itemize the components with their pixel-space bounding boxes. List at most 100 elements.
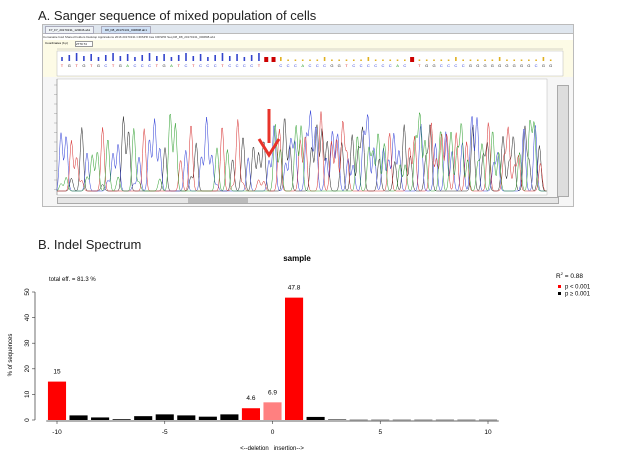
- x-tick-label: -10: [52, 429, 62, 436]
- bar--9: [69, 415, 88, 420]
- ambiguous-base: [264, 57, 269, 62]
- quality-bar: [148, 53, 151, 61]
- base-C: C: [374, 63, 377, 68]
- base-T: T: [258, 63, 261, 68]
- quality-bar: [199, 54, 202, 61]
- quality-bar: [345, 59, 348, 61]
- y-tick-label: 10: [24, 390, 31, 398]
- coordinates-input[interactable]: 2770.74: [75, 41, 93, 47]
- r2-value: = 0.88: [563, 273, 583, 280]
- base-G: G: [338, 63, 341, 68]
- scroll-thumb[interactable]: [188, 198, 248, 203]
- quality-bar: [331, 59, 333, 61]
- quality-bar: [382, 59, 384, 61]
- base-G: G: [527, 63, 530, 68]
- quality-bar: [323, 57, 326, 61]
- base-C: C: [199, 63, 202, 68]
- data-label-1: 47.8: [288, 285, 301, 292]
- quality-bar: [192, 56, 195, 61]
- base-C: C: [133, 63, 136, 68]
- base-C: C: [243, 63, 246, 68]
- base-G: G: [476, 63, 479, 68]
- base-G: G: [82, 63, 85, 68]
- base-C: C: [454, 63, 457, 68]
- quality-bar: [170, 57, 173, 61]
- quality-bar: [156, 56, 158, 61]
- quality-bar: [440, 59, 443, 61]
- data-label--1: 4.6: [246, 395, 255, 402]
- quality-bar: [367, 57, 370, 61]
- base-C: C: [447, 63, 450, 68]
- legend-swatch-nonsignificant: [558, 292, 561, 295]
- y-axis-label: % of sequences: [8, 334, 14, 377]
- quality-bar: [221, 53, 224, 61]
- x-tick-label: 5: [378, 429, 382, 436]
- base-G: G: [469, 63, 472, 68]
- base-C: C: [287, 63, 290, 68]
- bar-0: [263, 402, 282, 420]
- bar--6: [134, 416, 153, 420]
- base-G: G: [425, 63, 428, 68]
- chart-title: sample: [283, 255, 311, 263]
- quality-bar: [126, 54, 129, 61]
- base-G: G: [513, 63, 516, 68]
- quality-bar: [455, 57, 457, 61]
- coordinates-row: Coordinates (b.p) 2770.74: [43, 40, 573, 47]
- quality-bar: [141, 55, 144, 61]
- panel-a-title: A. Sanger sequence of mixed population o…: [38, 8, 317, 23]
- quality-bar: [104, 55, 107, 61]
- base-C: C: [185, 63, 188, 68]
- base-C: C: [403, 63, 406, 68]
- chromatogram: [54, 78, 548, 196]
- quality-bar: [207, 57, 209, 61]
- base-T: T: [75, 63, 78, 68]
- base-T: T: [156, 63, 159, 68]
- legend-label-nonsignificant: p ≥ 0.001: [565, 292, 591, 298]
- base-G: G: [163, 63, 166, 68]
- base-T: T: [61, 63, 64, 68]
- tab-bar: F7_F7_20170131_120046.ab1 D8_D8_20170131…: [43, 25, 573, 34]
- quality-bar: [68, 55, 71, 61]
- quality-bar: [491, 59, 494, 61]
- base-G: G: [520, 63, 523, 68]
- base-C: C: [440, 63, 443, 68]
- vertical-scrollbar[interactable]: [557, 85, 569, 197]
- y-tick-label: 50: [24, 288, 31, 296]
- quality-bar: [513, 59, 516, 61]
- base-G: G: [330, 63, 333, 68]
- quality-bar: [433, 59, 435, 61]
- base-C: C: [389, 63, 392, 68]
- r2-sup: 2: [561, 271, 564, 276]
- quality-bar: [520, 59, 523, 61]
- quality-bar: [462, 59, 464, 61]
- quality-bar: [360, 59, 362, 61]
- quality-bar: [83, 56, 85, 61]
- coordinates-label: Coordinates (b.p): [45, 41, 69, 45]
- base-G: G: [97, 63, 100, 68]
- y-tick-label: 20: [24, 365, 31, 373]
- x-tick-label: -5: [162, 429, 168, 436]
- base-T: T: [418, 63, 421, 68]
- y-tick-label: 0: [24, 418, 31, 422]
- horizontal-scrollbar[interactable]: [57, 197, 559, 204]
- ambiguous-base: [410, 57, 415, 62]
- base-C: C: [367, 63, 370, 68]
- quality-bar: [90, 54, 92, 61]
- y-tick-label: 40: [24, 314, 31, 322]
- sequence-trace-viewer: F7_F7_20170131_120046.ab1 D8_D8_20170131…: [42, 24, 574, 207]
- quality-bar: [404, 59, 406, 61]
- base-C: C: [141, 63, 144, 68]
- base-C: C: [236, 63, 239, 68]
- base-G: G: [549, 63, 552, 68]
- quality-bar: [112, 53, 114, 61]
- base-T: T: [177, 63, 180, 68]
- quality-bar: [177, 55, 180, 61]
- quality-bar: [61, 57, 63, 61]
- tab-file-1[interactable]: F7_F7_20170131_120046.ab1: [45, 26, 95, 34]
- base-G: G: [68, 63, 71, 68]
- total-efficiency: total eff. = 81.3 %: [49, 277, 96, 283]
- quality-bar: [236, 54, 238, 61]
- base-C: C: [323, 63, 326, 68]
- tab-file-2[interactable]: D8_D8_20170131_000808.ab1: [101, 26, 151, 34]
